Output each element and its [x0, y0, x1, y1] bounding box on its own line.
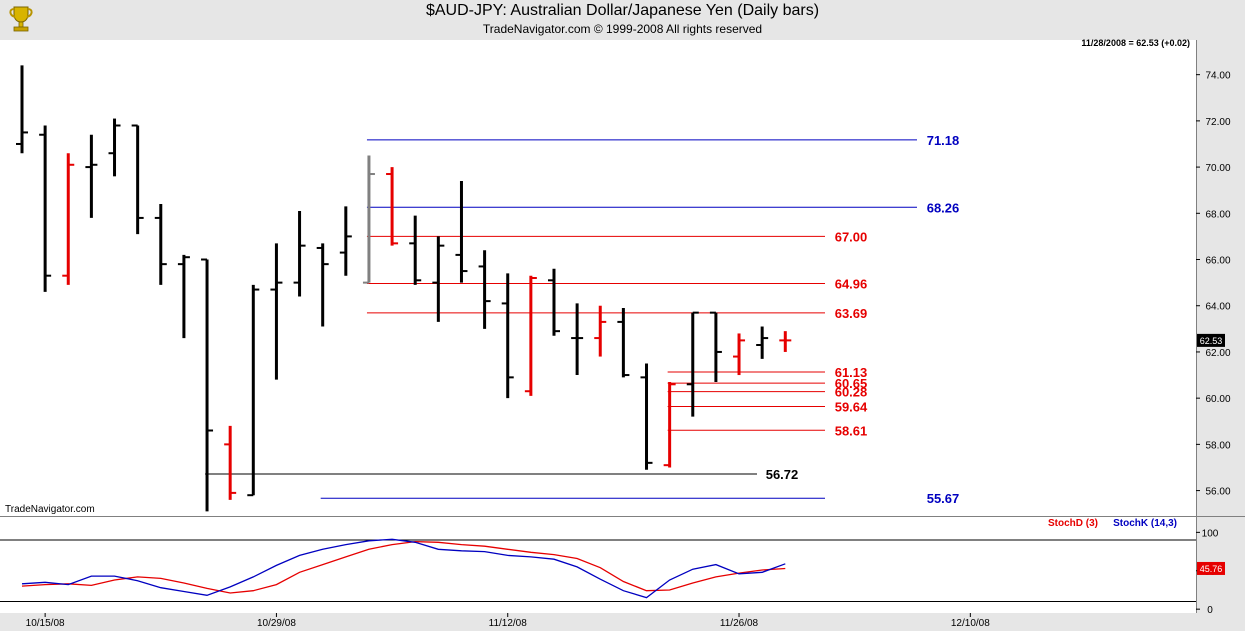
level-label: 60.28 [835, 385, 868, 400]
level-label: 68.26 [927, 200, 960, 215]
price-tick-label: 64.00 [1205, 302, 1230, 313]
price-info-label: 11/28/2008 = 62.53 (+0.02) [1081, 38, 1190, 48]
stoch-panel[interactable] [0, 517, 1196, 613]
ohlc-bar [16, 65, 28, 154]
price-tick-label: 68.00 [1205, 209, 1230, 220]
ohlc-bar [547, 268, 560, 336]
level-label: 63.69 [835, 306, 868, 321]
level-label: 56.72 [766, 467, 799, 482]
level-label: 60.65 [835, 376, 868, 391]
ohlc-bar [640, 363, 653, 470]
level-label: 59.64 [835, 399, 868, 414]
x-tick-label: 10/15/08 [26, 618, 65, 629]
stochk-line [21, 538, 786, 599]
ohlc-bar [709, 311, 722, 382]
chart-header: $AUD-JPY: Australian Dollar/Japanese Yen… [0, 0, 1245, 40]
price-tick-label: 58.00 [1205, 440, 1230, 451]
price-tick-label: 56.00 [1205, 487, 1230, 498]
ohlc-bar [62, 153, 75, 285]
level-label: 58.61 [835, 423, 868, 438]
level-label: 64.96 [835, 277, 868, 292]
x-tick-label: 11/12/08 [489, 618, 528, 629]
ohlc-bar [154, 204, 167, 285]
ohlc-bar [362, 155, 375, 284]
stoch-last-value-label: 45.76 [1200, 564, 1223, 574]
ohlc-bar [270, 243, 283, 380]
ohlc-bar [524, 275, 537, 396]
price-tick-label: 74.00 [1205, 71, 1230, 82]
x-tick-label: 11/26/08 [720, 618, 759, 629]
x-axis: 10/15/08 10/29/08 11/12/08 11/26/08 12/10/08 [0, 613, 1245, 631]
ohlc-bar [455, 180, 468, 283]
stochd-line [21, 540, 786, 594]
current-price-label: 62.53 [1200, 336, 1223, 346]
trophy-icon [9, 6, 33, 32]
current-price-badge: 62.53 [1197, 333, 1225, 347]
level-label: 61.13 [835, 365, 868, 380]
level-label: 67.00 [835, 229, 868, 244]
stoch-value-badge: 45.76 [1197, 561, 1225, 575]
ohlc-bar [663, 381, 676, 468]
ohlc-bar [39, 125, 52, 292]
x-axis-band [0, 613, 1245, 631]
ohlc-bar [108, 118, 121, 177]
price-tick-label: 72.00 [1205, 117, 1230, 128]
ohlc-bar [779, 331, 792, 352]
price-panel[interactable] [0, 40, 1196, 516]
ohlc-bar [686, 311, 699, 417]
stoch-tick-label: 0 [1207, 605, 1213, 616]
ohlc-bar [85, 134, 98, 218]
ohlc-bar [201, 258, 214, 512]
ohlc-bar [594, 305, 607, 357]
ohlc-bar [756, 326, 769, 359]
price-axis [1196, 40, 1245, 516]
chart-title: $AUD-JPY: Australian Dollar/Japanese Yen… [425, 2, 820, 19]
ohlc-bar [571, 303, 584, 376]
ohlc-bars [16, 65, 792, 512]
ohlc-bar [478, 250, 491, 329]
price-tick-label: 62.00 [1205, 348, 1230, 359]
ohlc-bar [177, 254, 190, 339]
ohlc-bar [293, 210, 306, 297]
ohlc-bar [131, 124, 144, 235]
chart-copyright: TradeNavigator.com © 1999-2008 All right… [482, 22, 763, 36]
fib-level-lines: 71.18 68.26 67.00 64.96 63.69 61.1360.6560.28… [205, 133, 959, 506]
watermark: TradeNavigator.com [5, 504, 95, 515]
stoch-tick-label: 100 [1202, 528, 1219, 539]
ohlc-bar [316, 243, 329, 327]
ohlc-bar [409, 215, 422, 285]
ohlc-bar [501, 273, 514, 399]
ohlc-bar [617, 308, 630, 378]
ohlc-bar [339, 206, 352, 276]
ohlc-bar [386, 167, 399, 246]
stochastic-oscillator [0, 538, 1196, 602]
price-tick-label: 66.00 [1205, 256, 1230, 267]
stochk-legend: StochK (14,3) [1113, 518, 1177, 529]
ohlc-bar [224, 425, 237, 500]
level-label: 55.67 [927, 491, 960, 506]
price-tick-label: 60.00 [1205, 394, 1230, 405]
ohlc-bar [247, 284, 260, 497]
price-axis-ticks: 56.00 58.00 60.00 62.00 64.00 66.00 68.00 70.00… [1196, 71, 1231, 498]
x-tick-label: 12/10/08 [951, 618, 990, 629]
x-tick-label: 10/29/08 [257, 618, 296, 629]
stochd-legend: StochD (3) [1048, 518, 1098, 529]
ohlc-bar [733, 333, 746, 376]
level-label: 71.18 [927, 133, 960, 148]
price-tick-label: 70.00 [1205, 163, 1230, 174]
ohlc-bar [432, 236, 445, 322]
